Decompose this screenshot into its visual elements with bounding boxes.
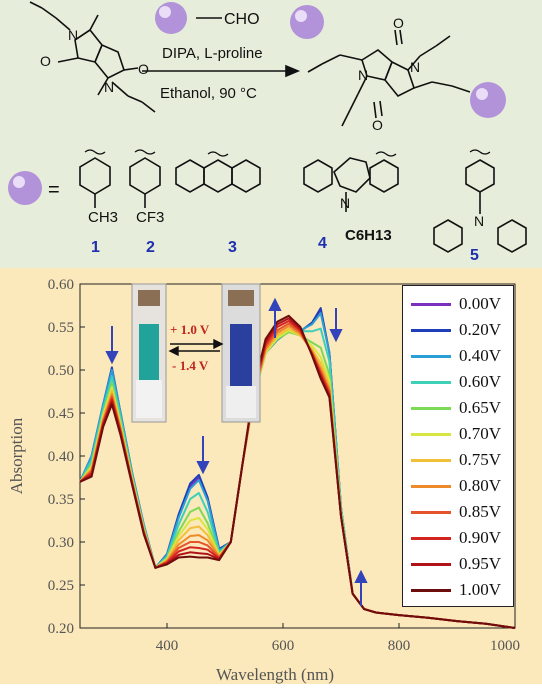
y-tick-label: 0.20 xyxy=(48,621,74,637)
svg-text:N: N xyxy=(340,195,350,211)
compound-1: 1 xyxy=(91,239,100,256)
svg-text:O: O xyxy=(40,53,51,69)
up-arrow-icon xyxy=(268,297,282,311)
y-tick-label: 0.35 xyxy=(48,492,74,508)
svg-text:N: N xyxy=(68,27,78,43)
y-tick-label: 0.50 xyxy=(48,363,74,379)
legend-label: 0.60V xyxy=(459,372,502,391)
down-arrow-icon xyxy=(329,329,343,343)
x-ticks: 400 600 800 1000 xyxy=(156,623,520,654)
legend-swatch xyxy=(411,381,451,384)
legend-label: 0.65V xyxy=(459,398,502,417)
legend-item: 0.75V xyxy=(407,448,511,472)
legend-swatch xyxy=(411,459,451,462)
legend-item: 0.80V xyxy=(407,474,511,498)
group-2: CF3 xyxy=(136,209,164,226)
compound-4: 4 xyxy=(318,235,327,252)
scheme-drawing: N O O N O N N O N N CHO DIPA, L-proline … xyxy=(8,1,527,264)
y-tick-label: 0.25 xyxy=(48,578,74,594)
y-tick-label: 0.40 xyxy=(48,449,74,465)
legend-swatch xyxy=(411,433,451,436)
legend-label: 0.75V xyxy=(459,450,502,469)
legend-item: 0.95V xyxy=(407,552,511,576)
down-arrow-icon xyxy=(105,351,119,365)
legend-swatch xyxy=(411,563,451,566)
legend-label: 1.00V xyxy=(459,580,502,599)
x-tick-label: 1000 xyxy=(490,638,520,654)
legend-label: 0.85V xyxy=(459,502,502,521)
up-arrow-icon xyxy=(354,569,368,583)
reagent-sphere xyxy=(155,2,187,34)
equals-sign: = xyxy=(48,179,60,201)
legend-item: 0.00V xyxy=(407,292,511,316)
legend-item: 0.90V xyxy=(407,526,511,550)
benzene-ring-1 xyxy=(79,157,111,208)
reduction-potential: - 1.4 V xyxy=(172,358,209,373)
legend-label: 0.40V xyxy=(459,346,502,365)
svg-text:N: N xyxy=(104,79,114,95)
trend-arrows xyxy=(105,297,368,606)
legend-label: 0.90V xyxy=(459,528,502,547)
legend-item: 0.20V xyxy=(407,318,511,342)
legend-swatch xyxy=(411,355,451,358)
legend-swatch xyxy=(411,485,451,488)
x-tick-label: 600 xyxy=(272,638,295,654)
legend-swatch xyxy=(411,589,451,592)
y-tick-label: 0.45 xyxy=(48,406,74,422)
legend-label: 0.70V xyxy=(459,424,502,443)
group-4: C6H13 xyxy=(345,227,392,244)
legend-swatch xyxy=(411,537,451,540)
svg-text:N: N xyxy=(410,59,420,75)
conditions-top: DIPA, L-proline xyxy=(162,45,263,62)
svg-text:N: N xyxy=(358,67,368,83)
conditions-bottom: Ethanol, 90 °C xyxy=(160,85,257,102)
svg-text:N: N xyxy=(474,213,484,229)
legend-swatch xyxy=(411,511,451,514)
legend-item: 0.70V xyxy=(407,422,511,446)
legend-label: 0.95V xyxy=(459,554,502,573)
legend-label: 0.00V xyxy=(459,294,502,313)
legend-swatch xyxy=(411,329,451,332)
y-tick-label: 0.55 xyxy=(48,320,74,336)
oxidation-potential: + 1.0 V xyxy=(170,322,210,337)
cuvette-photo-oxidized xyxy=(221,283,261,423)
svg-text:O: O xyxy=(393,15,404,31)
legend-swatch xyxy=(411,303,451,306)
x-tick-label: 800 xyxy=(388,638,411,654)
cuvette-photo-neutral xyxy=(131,283,167,423)
reagent-label: CHO xyxy=(224,11,260,28)
y-tick-label: 0.60 xyxy=(48,277,74,293)
x-tick-label: 400 xyxy=(156,638,179,654)
legend-item: 1.00V xyxy=(407,578,511,602)
legend-item: 0.65V xyxy=(407,396,511,420)
svg-text:O: O xyxy=(372,117,383,133)
legend-swatch xyxy=(411,407,451,410)
legend-item: 0.60V xyxy=(407,370,511,394)
legend-label: 0.20V xyxy=(459,320,502,339)
y-ticks: 0.20 0.25 0.30 0.35 0.40 0.45 0.50 0.55 0.60 xyxy=(48,277,85,637)
legend-label: 0.80V xyxy=(459,476,502,495)
redox-arrows xyxy=(168,338,224,357)
compound-5: 5 xyxy=(470,247,479,264)
legend: 0.00V 0.20V 0.40V 0.60V 0.65V 0.70V 0.75V 0.80V… xyxy=(402,285,514,607)
x-axis-label: Wavelength (nm) xyxy=(216,665,334,684)
compound-3: 3 xyxy=(228,239,237,256)
group-1: CH3 xyxy=(88,209,118,226)
legend-item: 0.40V xyxy=(407,344,511,368)
svg-text:O: O xyxy=(138,61,149,77)
y-axis-label: Absorption xyxy=(7,417,26,494)
compound-2: 2 xyxy=(146,239,155,256)
reaction-scheme: N O O N O N N O N N CHO DIPA, L-proline … xyxy=(0,0,542,268)
legend-item: 0.85V xyxy=(407,500,511,524)
y-tick-label: 0.30 xyxy=(48,535,74,551)
down-arrow-icon xyxy=(196,461,210,475)
